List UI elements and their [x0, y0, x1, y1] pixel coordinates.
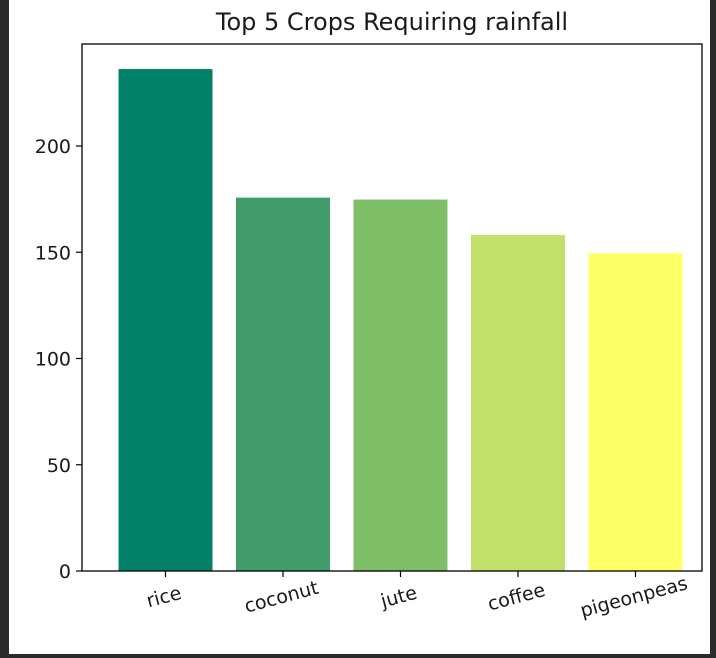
bar-pigeonpeas: [588, 253, 683, 571]
x-tick-label: pigeonpeas: [578, 572, 690, 622]
bar-coconut: [236, 197, 330, 571]
chart-title: Top 5 Crops Requiring rainfall: [215, 8, 568, 36]
y-tick-label: 100: [35, 349, 71, 371]
x-tick-label: rice: [144, 582, 184, 612]
x-tick-label: jute: [378, 582, 420, 613]
y-tick-label: 0: [59, 561, 71, 583]
y-tick-label: 50: [47, 455, 71, 477]
y-tick-label: 200: [35, 136, 71, 158]
chart-figure: Top 5 Crops Requiring rainfall rice cocon…: [9, 0, 710, 654]
bar-rice: [118, 69, 213, 571]
x-tick-label: coffee: [485, 579, 547, 615]
left-editor-strip: [0, 0, 9, 654]
bar-jute: [353, 199, 448, 572]
bar-chart: Top 5 Crops Requiring rainfall rice cocon…: [35, 8, 703, 622]
axes-frame: [81, 43, 703, 572]
right-editor-strip: [710, 0, 716, 654]
y-tick-label: 150: [35, 242, 71, 264]
bar-coffee: [471, 235, 565, 571]
bars-layer: [118, 69, 683, 572]
x-tick-label: coconut: [242, 577, 321, 618]
